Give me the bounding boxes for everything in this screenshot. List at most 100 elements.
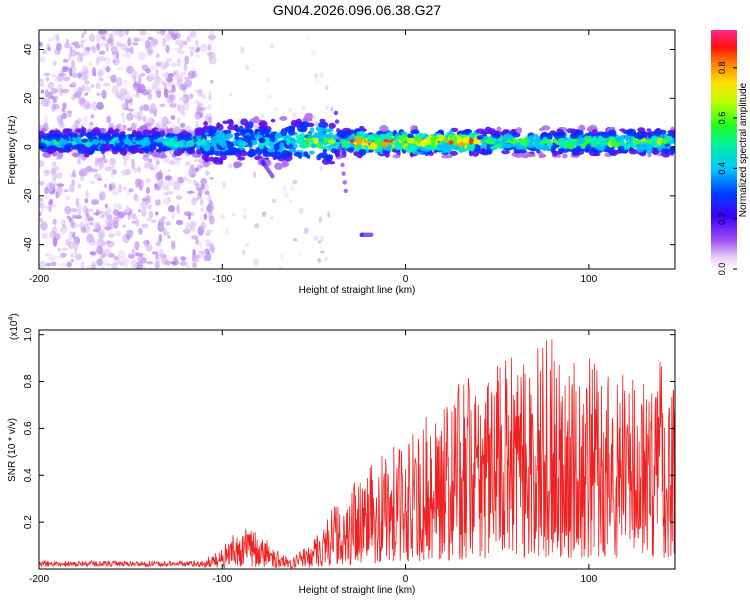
heatmap-ridge-cell [595,145,606,151]
heatmap-noise-cell [85,189,89,199]
heatmap-noise-cell [199,43,208,53]
heatmap-ridge-cell [325,147,332,151]
heatmap-noise-cell [183,62,188,72]
heatmap-ridge-cell [274,162,284,170]
heatmap-ridge-cell [153,139,161,143]
heatmap-noise-cell [174,70,179,77]
heatmap-noise-cell [77,96,86,106]
heatmap-noise-cell [314,72,318,79]
heatmap-ridge-cell [572,148,579,156]
heatmap-ridge-cell [298,144,308,148]
heatmap-noise-cell [106,115,112,124]
heatmap-noise-cell [318,216,322,224]
heatmap-ridge-cell [228,120,234,127]
heatmap-noise-cell [159,221,164,232]
heatmap-noise-cell [324,105,330,110]
heatmap-ridge-cell [299,132,305,141]
heatmap-noise-cell [145,67,152,74]
spectrogram-heatmap [39,30,675,269]
heatmap-noise-cell [166,76,173,83]
heatmap-noise-cell [58,73,67,77]
heatmap-noise-cell [195,182,200,190]
heatmap-ridge-cell [636,134,644,140]
heatmap-noise-cell [196,164,202,170]
heatmap-noise-cell [53,181,57,187]
heatmap-noise-cell [182,40,188,46]
heatmap-noise-cell [91,261,97,269]
heatmap-ridge-cell [494,140,501,145]
heatmap-noise-cell [245,64,250,71]
heatmap-noise-cell [129,46,134,55]
heatmap-noise-cell [319,250,325,254]
heatmap-ridge-cell [247,149,255,158]
heatmap-ridge-cell [661,138,669,145]
heatmap-noise-cell [144,162,151,169]
heatmap-ridge-cell [98,127,107,133]
heatmap-noise-cell [88,61,93,67]
heatmap-ridge-cell [363,133,369,138]
heatmap-noise-cell [52,161,56,168]
heatmap-noise-cell [73,87,79,93]
heatmap-noise-cell [101,36,107,41]
heatmap-noise-cell [124,168,131,176]
heatmap-noise-cell [208,33,216,41]
heatmap-noise-cell [68,183,75,193]
heatmap-noise-cell [148,158,153,163]
heatmap-noise-cell [84,198,89,204]
spectrogram-x-tick-label: 0 [403,274,409,285]
heatmap-noise-cell [313,115,317,120]
heatmap-noise-cell [292,179,298,185]
spectrogram-x-label: Height of straight line (km) [299,285,416,296]
heatmap-noise-cell [155,241,162,247]
heatmap-noise-cell [163,88,169,98]
heatmap-noise-cell [166,120,172,125]
heatmap-noise-cell [201,94,207,100]
spectrogram-x-tick-label: -200 [29,274,49,285]
heatmap-noise-cell [116,77,123,87]
heatmap-ridge-cell [280,150,290,158]
heatmap-ridge-cell [400,131,407,135]
heatmap-ridge-cell [219,153,228,161]
heatmap-ridge-cell [247,139,253,148]
heatmap-ridge-cell [126,127,133,132]
heatmap-noise-cell [130,158,136,163]
heatmap-ridge-cell [349,138,355,144]
heatmap-ridge-cell [92,138,100,145]
heatmap-noise-cell [82,205,88,214]
heatmap-noise-cell [72,231,76,240]
heatmap-noise-cell [60,226,69,233]
heatmap-ridge-cell [218,158,224,165]
heatmap-noise-cell [194,72,198,78]
heatmap-noise-cell [84,92,89,96]
heatmap-ridge-cell [356,131,365,138]
heatmap-ridge-cell [203,121,208,127]
spectrogram-x-tick-label: 100 [581,274,598,285]
heatmap-noise-cell [180,111,186,117]
heatmap-noise-cell [92,228,98,232]
heatmap-ridge-cell [639,141,646,145]
heatmap-noise-cell [163,157,171,164]
heatmap-streak-cell [337,136,342,142]
heatmap-noise-cell [61,107,66,113]
heatmap-noise-cell [43,72,51,77]
heatmap-noise-cell [188,46,196,51]
heatmap-ridge-cell [542,136,548,142]
heatmap-noise-cell [269,43,275,49]
heatmap-ridge-cell [239,144,244,151]
heatmap-ridge-cell [46,134,52,142]
heatmap-noise-cell [56,183,65,187]
heatmap-ridge-cell [384,150,390,158]
heatmap-ridge-cell [468,132,476,140]
heatmap-ridge-cell [617,145,625,152]
heatmap-ridge-cell [186,146,194,154]
heatmap-noise-cell [77,183,82,189]
heatmap-ridge-cell [258,138,267,143]
heatmap-noise-cell [104,166,112,172]
snr-series-line [39,339,675,569]
heatmap-noise-cell [69,231,73,240]
heatmap-streak-cell [333,110,339,116]
heatmap-noise-cell [330,106,334,112]
heatmap-noise-cell [184,161,191,166]
heatmap-noise-cell [119,260,125,266]
heatmap-noise-cell [80,261,85,269]
